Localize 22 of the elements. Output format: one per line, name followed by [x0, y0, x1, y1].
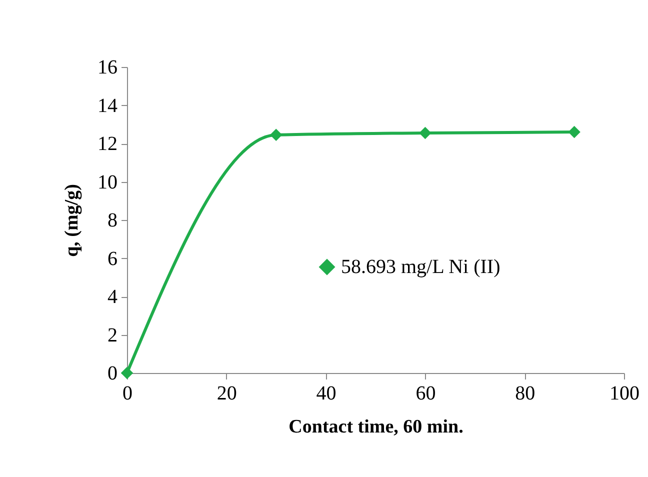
- y-tick-label: 10: [98, 171, 118, 194]
- point: [120, 366, 134, 380]
- y-tick-label: 12: [98, 133, 118, 155]
- x-tick-label: 60: [416, 382, 436, 404]
- x-tick-label: 0: [122, 382, 132, 404]
- x-tick-label: 100: [610, 382, 640, 404]
- y-tick-label: 8: [108, 210, 118, 232]
- x-axis-title: Contact time, 60 min.: [288, 416, 464, 438]
- y-tick-label: 2: [108, 324, 118, 346]
- y-axis-title: q, (mg/g): [62, 184, 82, 257]
- x-tick-label: 40: [316, 382, 336, 404]
- legend-label: 58.693 mg/L Ni (II): [341, 256, 500, 278]
- x-tick-label: 80: [515, 382, 536, 404]
- point: [568, 126, 580, 138]
- point: [270, 128, 282, 142]
- y-tick-label: 6: [108, 248, 118, 270]
- point: [419, 126, 432, 140]
- y-tick-label: 14: [98, 94, 118, 117]
- y-tick-label: 16: [98, 56, 118, 78]
- x-tick-label: 20: [216, 382, 237, 404]
- y-tick-label: 4: [108, 286, 118, 308]
- y-tick-label: 0: [108, 362, 118, 384]
